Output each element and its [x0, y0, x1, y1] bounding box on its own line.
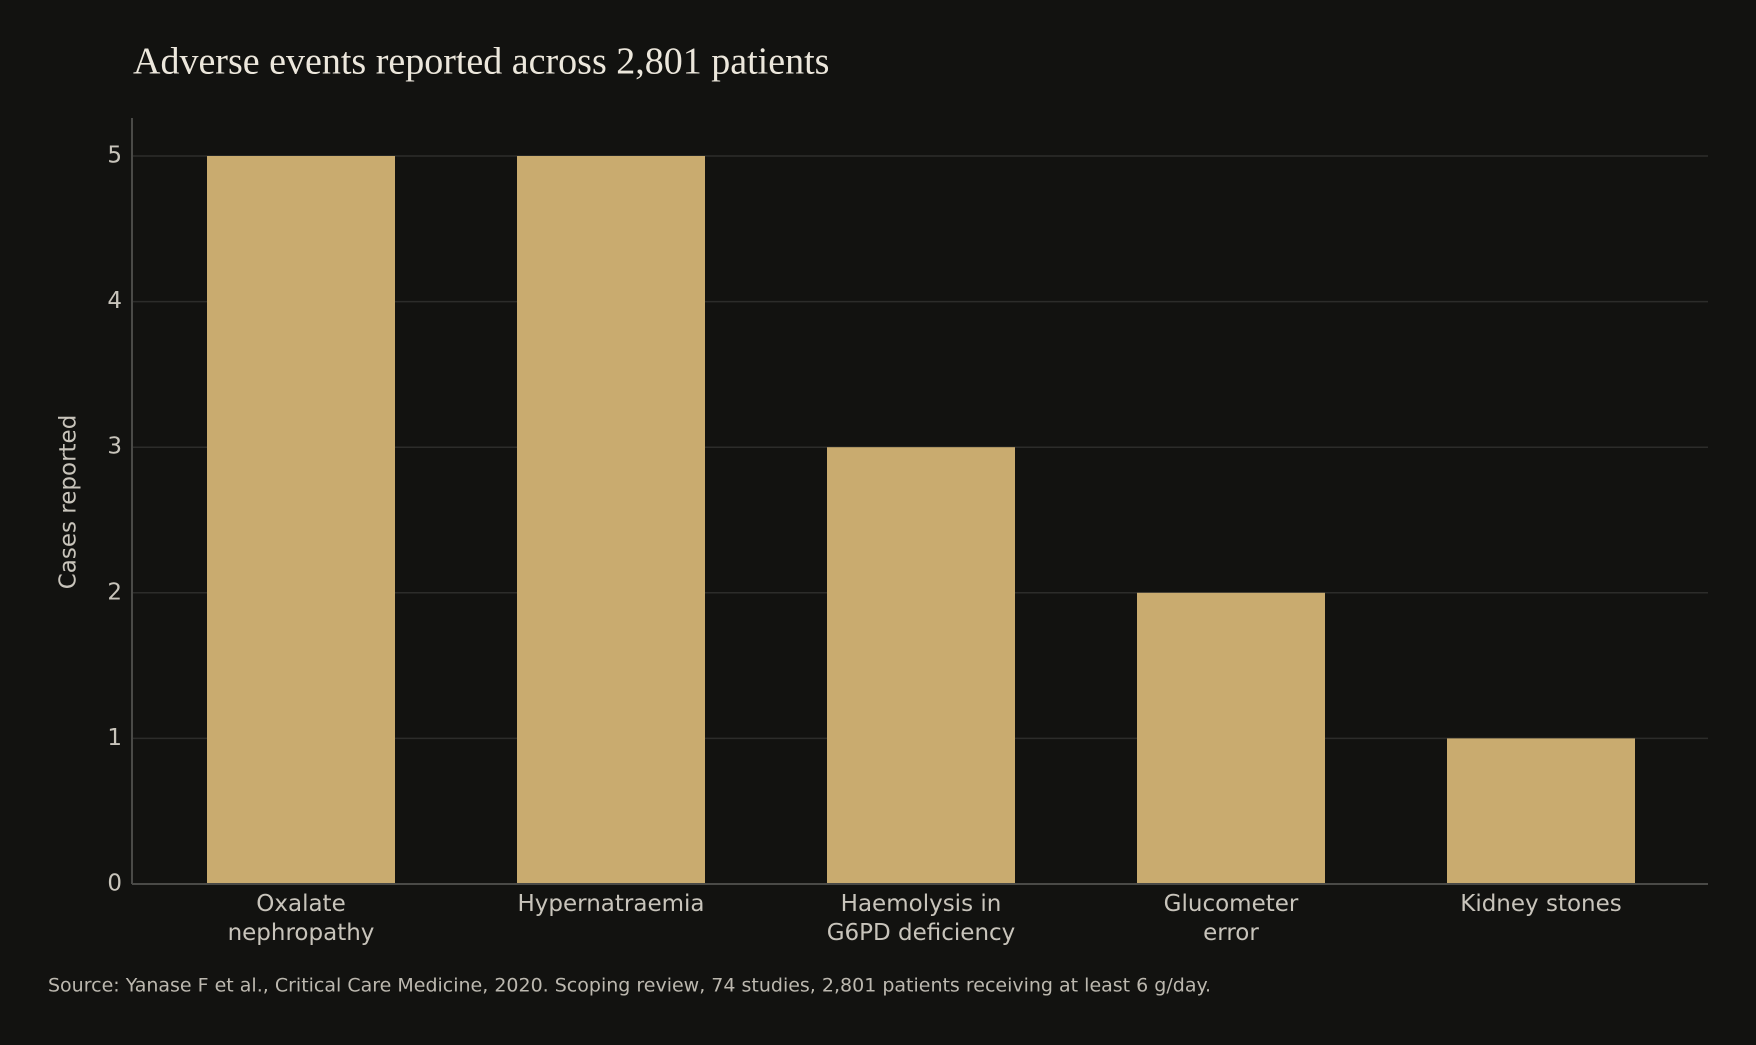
x-tick-label: Glucometer error: [1164, 891, 1299, 946]
x-tick-label-line: Haemolysis in: [841, 891, 1002, 917]
x-tick-label-line: error: [1203, 920, 1259, 946]
x-tick-label-line: G6PD deficiency: [827, 920, 1016, 946]
chart-title: Adverse events reported across 2,801 pat…: [133, 41, 829, 83]
x-tick-label-line: Kidney stones: [1460, 891, 1622, 917]
y-axis-label: Cases reported: [56, 415, 82, 590]
bar: [207, 156, 395, 884]
bar: [517, 156, 705, 884]
y-tick-label: 3: [107, 434, 122, 460]
x-tick-label-line: nephropathy: [228, 920, 375, 946]
y-tick-label: 4: [107, 288, 122, 314]
bar: [1447, 738, 1635, 884]
x-tick-label: Oxalate nephropathy: [228, 891, 375, 946]
bar: [827, 447, 1015, 884]
x-tick-label: Hypernatraemia: [518, 891, 705, 917]
y-tick-label: 1: [107, 725, 122, 751]
x-tick-label: Haemolysis in G6PD deficiency: [827, 891, 1016, 946]
x-tick-label-line: Hypernatraemia: [518, 891, 705, 917]
y-tick-label: 0: [107, 871, 122, 897]
x-tick-label-line: Glucometer: [1164, 891, 1299, 917]
source-note: Source: Yanase F et al., Critical Care M…: [48, 975, 1211, 997]
bar: [1137, 592, 1325, 884]
x-tick-label: Kidney stones: [1460, 891, 1622, 917]
y-tick-label: 5: [107, 143, 122, 169]
y-tick-label: 2: [107, 579, 122, 605]
x-tick-label-line: Oxalate: [256, 891, 345, 917]
